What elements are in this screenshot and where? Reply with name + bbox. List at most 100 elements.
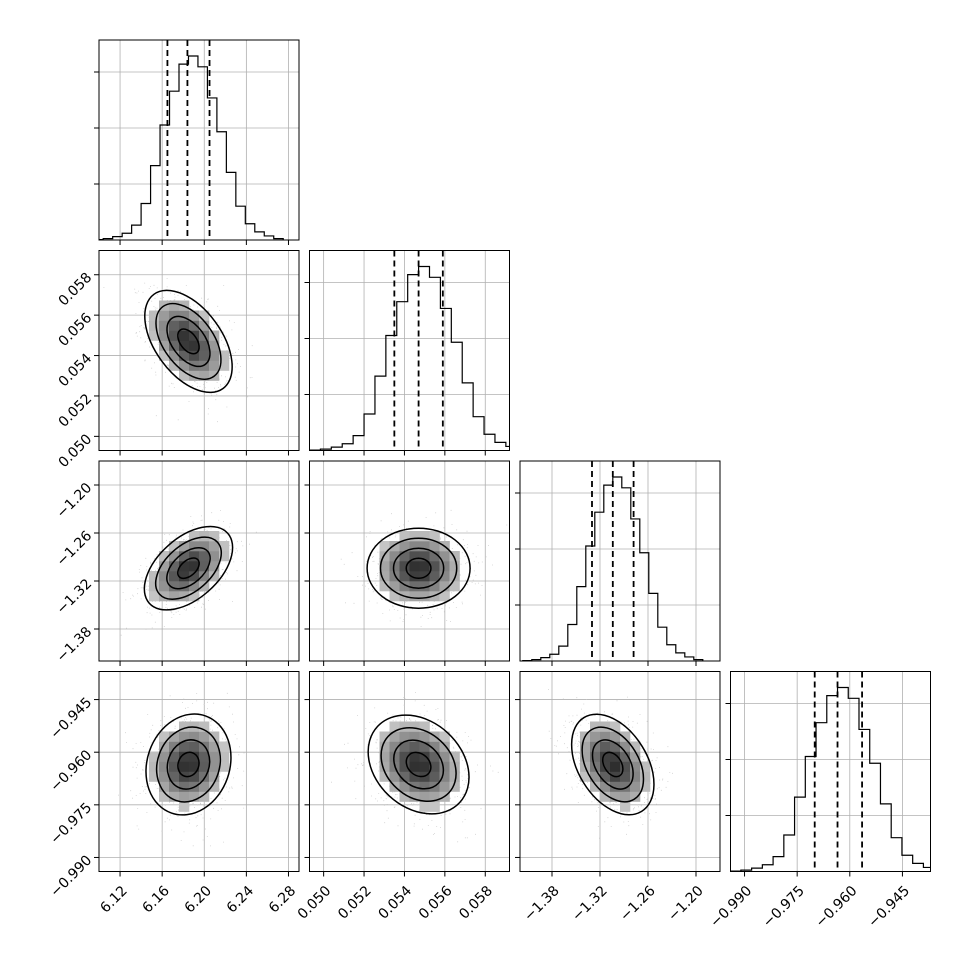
x-tick-label: −0.990 xyxy=(707,883,755,931)
density-bin xyxy=(640,761,651,772)
density-bin xyxy=(429,761,440,772)
density-bin xyxy=(409,571,420,582)
density-bin xyxy=(159,761,170,772)
contour-2 xyxy=(581,726,645,803)
x-tick-label: −0.945 xyxy=(865,883,913,931)
density-bin xyxy=(399,761,410,772)
density-bin xyxy=(620,771,631,782)
density-bin xyxy=(439,591,450,602)
density-bin xyxy=(159,751,170,762)
density-bin xyxy=(429,581,440,592)
contour-0 xyxy=(177,557,200,580)
density-bin xyxy=(409,751,420,762)
density-bin xyxy=(159,340,170,351)
density-bin xyxy=(179,731,190,742)
density-bin xyxy=(149,771,160,782)
density-bin xyxy=(379,561,390,572)
y-tick-label: 0.054 xyxy=(56,350,96,390)
density-bin xyxy=(159,791,170,802)
density-bin xyxy=(610,781,621,792)
x-tick-label: 6.20 xyxy=(182,883,215,916)
density-bin xyxy=(409,741,420,752)
y-tick-label: −0.960 xyxy=(47,747,95,795)
density-bin xyxy=(209,531,220,542)
density-bin xyxy=(419,751,430,762)
density-bin xyxy=(429,541,440,552)
contour-3 xyxy=(367,714,470,815)
density-bin xyxy=(169,561,180,572)
density-bin xyxy=(449,751,460,762)
density-bin xyxy=(600,751,611,762)
x-tick-label: −1.38 xyxy=(521,883,563,925)
y-tick-label: 0.052 xyxy=(56,391,96,431)
scatter-panel-2-1 xyxy=(304,460,510,666)
density-bin xyxy=(439,731,450,742)
density-bin xyxy=(199,340,210,351)
density-bin xyxy=(620,801,631,812)
density-bin xyxy=(169,591,180,602)
density-bin xyxy=(199,350,210,361)
density-bin xyxy=(179,751,190,762)
density-bin xyxy=(159,741,170,752)
density-bin xyxy=(429,801,440,812)
density-bin xyxy=(439,761,450,772)
density-bin xyxy=(189,340,200,351)
density-bin xyxy=(600,731,611,742)
density-bin xyxy=(169,360,180,371)
density-bin xyxy=(179,320,190,331)
density-bin xyxy=(399,531,410,542)
density-bin xyxy=(179,801,190,812)
density-bin xyxy=(419,801,430,812)
contour-1 xyxy=(166,546,211,590)
x-tick-label: −0.960 xyxy=(813,883,861,931)
density-bin xyxy=(409,551,420,562)
density-bin xyxy=(419,761,430,772)
contour-3 xyxy=(366,527,471,609)
x-tick-label: 0.054 xyxy=(376,883,416,923)
density-bin xyxy=(199,370,210,381)
contour-0 xyxy=(177,751,200,778)
density-bin xyxy=(169,731,180,742)
y-tick-label: 0.056 xyxy=(56,310,96,350)
density-bin xyxy=(620,741,631,752)
density-bin xyxy=(419,791,430,802)
density-bin xyxy=(199,320,210,331)
contour-1 xyxy=(392,547,445,589)
density-bin xyxy=(169,781,180,792)
density-bin xyxy=(199,791,210,802)
density-bin xyxy=(159,731,170,742)
x-tick-label: 0.052 xyxy=(335,883,375,923)
density-bin xyxy=(159,350,170,361)
y-tick-label: −0.990 xyxy=(47,852,95,900)
density-bin xyxy=(449,551,460,562)
density-bin xyxy=(620,731,631,742)
density-bin xyxy=(169,310,180,321)
density-bin xyxy=(169,571,180,582)
density-bin xyxy=(389,541,400,552)
density-bin xyxy=(199,731,210,742)
density-bin xyxy=(389,581,400,592)
density-bin xyxy=(149,330,160,341)
density-bin xyxy=(379,541,390,552)
panel-frame xyxy=(519,671,721,872)
density-bin xyxy=(399,791,410,802)
density-bin xyxy=(580,751,591,762)
density-bin xyxy=(600,741,611,752)
y-tick-label: −1.20 xyxy=(54,480,96,522)
density-bin xyxy=(219,761,230,772)
density-bin xyxy=(199,551,210,562)
scatter-panel-1-0 xyxy=(94,250,300,456)
density-bin xyxy=(439,551,450,562)
density-bin xyxy=(379,551,390,562)
density-bin xyxy=(179,591,190,602)
histogram-step-0 xyxy=(99,55,284,240)
contour-0 xyxy=(601,751,624,778)
density-bin xyxy=(179,781,190,792)
density-bin xyxy=(630,741,641,752)
density-bin xyxy=(590,771,601,782)
density-bin xyxy=(209,340,220,351)
x-tick-label: −0.975 xyxy=(760,883,808,931)
density-bin xyxy=(620,761,631,772)
density-bin xyxy=(209,771,220,782)
density-bin xyxy=(399,741,410,752)
